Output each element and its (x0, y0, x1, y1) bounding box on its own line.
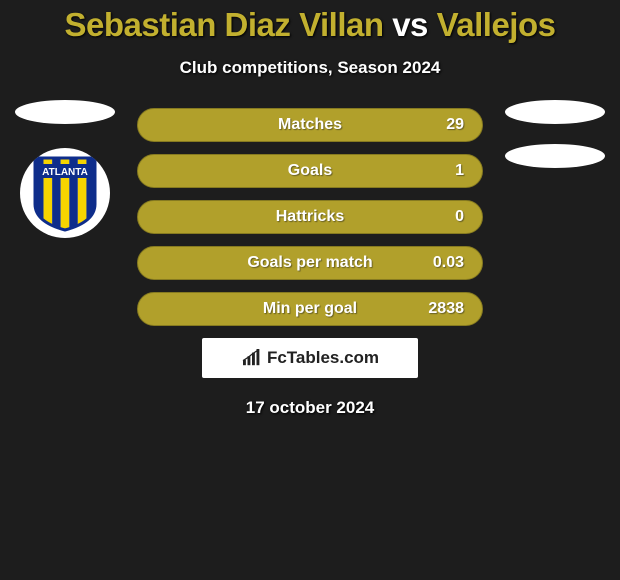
stat-right-value: 0 (406, 208, 464, 226)
stat-label: Matches (214, 116, 406, 134)
atlanta-shield-icon: ATLANTA (30, 154, 100, 232)
stat-right-value: 1 (406, 162, 464, 180)
stat-label: Hattricks (214, 208, 406, 226)
stat-label: Min per goal (214, 300, 406, 318)
left-club-badge: ATLANTA (20, 148, 110, 238)
stats-list: Matches29 Goals1 Hattricks0 Goals per match… (137, 108, 483, 326)
stat-right-value: 29 (406, 116, 464, 134)
subtitle: Club competitions, Season 2024 (0, 58, 620, 78)
stat-row: Min per goal2838 (137, 292, 483, 326)
player1-name: Sebastian Diaz Villan (64, 6, 383, 43)
stat-right-value: 0.03 (406, 254, 464, 272)
stat-row: Matches29 (137, 108, 483, 142)
brand-badge: FcTables.com (202, 338, 418, 378)
vs-separator: vs (392, 6, 428, 43)
right-player-column (500, 100, 610, 188)
left-player-column: ATLANTA (10, 100, 120, 238)
stat-right-value: 2838 (406, 300, 464, 318)
bars-icon (241, 349, 263, 367)
left-player-photo-placeholder (15, 100, 115, 124)
stat-label: Goals per match (214, 254, 406, 272)
stat-row: Goals per match0.03 (137, 246, 483, 280)
right-player-photo-placeholder (505, 100, 605, 124)
right-club-badge-placeholder (505, 144, 605, 168)
player2-name: Vallejos (437, 6, 556, 43)
snapshot-date: 17 october 2024 (0, 398, 620, 418)
stat-row: Goals1 (137, 154, 483, 188)
comparison-title: Sebastian Diaz Villan vs Vallejos (0, 0, 620, 44)
club-name-text: ATLANTA (42, 167, 88, 178)
comparison-body: ATLANTA Matches29 Goals1 Hattricks0 Goals p… (0, 108, 620, 326)
brand-text: FcTables.com (267, 348, 379, 368)
stat-row: Hattricks0 (137, 200, 483, 234)
stat-label: Goals (214, 162, 406, 180)
